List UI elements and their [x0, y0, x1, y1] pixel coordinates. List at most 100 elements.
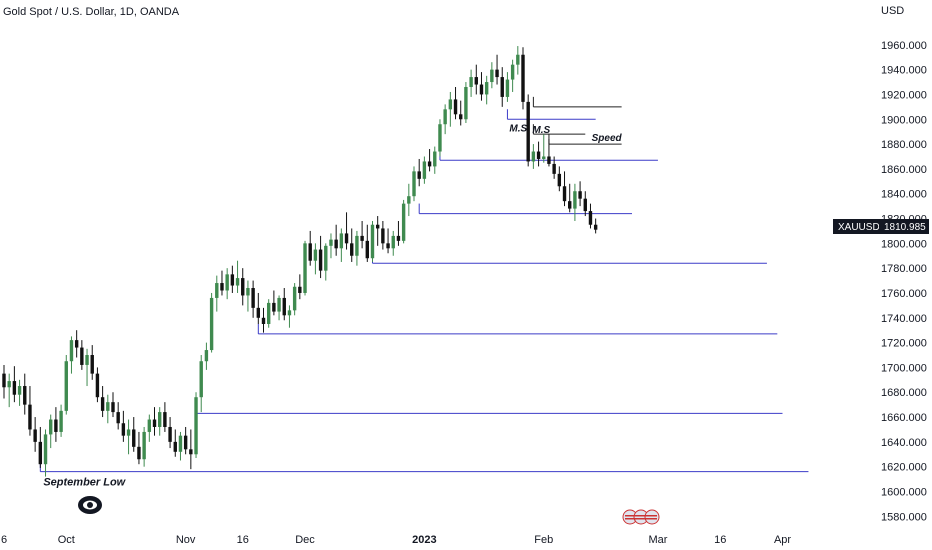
candle-body — [417, 171, 421, 179]
badge-price: 1810.985 — [884, 222, 926, 233]
candle-body — [132, 429, 136, 447]
candle-body — [168, 426, 172, 442]
candle-body — [204, 350, 209, 362]
candle-body — [230, 274, 235, 286]
axes: USD 1580.000 1600.000 1620.000 1640.000 1660… — [1, 5, 927, 546]
candle-body — [152, 419, 157, 427]
candle-body — [64, 361, 68, 411]
candle-body — [261, 317, 266, 324]
candle-body — [147, 419, 152, 432]
horizontal-levels — [39, 96, 809, 473]
y-tick-label: 1660.000 — [881, 412, 927, 424]
x-tick-label: 16 — [237, 534, 249, 546]
candle-body — [396, 235, 401, 241]
x-tick-label: 16 — [714, 534, 726, 546]
candle-body — [246, 288, 250, 296]
candle-body — [189, 449, 193, 455]
y-tick-label: 1860.000 — [881, 164, 927, 176]
y-tick-label: 1580.000 — [881, 511, 927, 523]
candle-body — [17, 386, 22, 395]
candle-body — [443, 109, 447, 125]
candle-body — [318, 249, 323, 271]
candle-body — [292, 286, 297, 311]
y-tick-label: 1640.000 — [881, 437, 927, 449]
candle-body — [375, 224, 380, 229]
candle-body — [412, 171, 416, 197]
x-tick-label: Feb — [534, 534, 553, 546]
candle-body — [80, 347, 84, 365]
level-annotation: M.S — [509, 123, 527, 134]
candle-body — [38, 441, 43, 465]
candle-body — [479, 84, 484, 95]
candle-body — [308, 243, 312, 261]
candle-body — [490, 69, 494, 83]
candle-body — [209, 297, 214, 351]
candle-body — [282, 297, 286, 316]
candle-body — [220, 283, 224, 291]
candle-body — [183, 435, 188, 450]
candle-body — [116, 412, 120, 424]
y-tick-label: 1620.000 — [881, 462, 927, 474]
badge-symbol-bg — [833, 219, 879, 234]
candle-body — [588, 211, 593, 225]
candle-body — [106, 402, 110, 411]
candle-body — [303, 243, 307, 293]
y-tick-label: 1680.000 — [881, 387, 927, 399]
candle-body — [256, 307, 261, 318]
candle-body — [370, 224, 375, 259]
candle-body — [484, 82, 489, 95]
candle-body — [163, 412, 167, 427]
candle-body — [59, 410, 63, 432]
candle-body — [365, 240, 369, 259]
candle-body — [521, 54, 525, 102]
candle-body — [422, 161, 427, 179]
candle-body — [433, 151, 437, 167]
candle-body — [552, 163, 556, 174]
candle-body — [339, 233, 344, 249]
us-flag-events-icon[interactable] — [622, 509, 660, 525]
candle-body — [448, 99, 453, 110]
candle-body — [111, 402, 115, 413]
candle-body — [100, 397, 105, 411]
candle-body — [438, 124, 442, 152]
candle-body — [158, 412, 162, 427]
candle-body — [173, 441, 177, 452]
badge-symbol: XAUUSD — [838, 222, 880, 233]
candle-body — [54, 419, 58, 432]
eye-icon[interactable] — [78, 496, 102, 514]
candle-body — [194, 397, 198, 455]
candle-body — [126, 429, 131, 436]
candle-body — [334, 239, 338, 249]
candle-body — [215, 283, 219, 298]
x-tick-label: 2023 — [412, 534, 436, 546]
candle-body — [469, 77, 473, 88]
candle-body — [562, 186, 567, 202]
candle-body — [199, 361, 203, 398]
x-tick-label: Nov — [176, 534, 196, 546]
candle-body — [573, 191, 577, 209]
candle-body — [85, 355, 89, 365]
candle-body — [74, 340, 79, 348]
chart-title: Gold Spot / U.S. Dollar, 1D, OANDA — [3, 6, 180, 18]
candle-body — [510, 64, 515, 80]
candle-body — [531, 151, 536, 162]
y-tick-label: 1600.000 — [881, 486, 927, 498]
candle-body — [49, 419, 53, 435]
candle-body — [547, 156, 551, 164]
candle-body — [28, 404, 32, 430]
candle-body — [500, 77, 504, 97]
candle-body — [33, 429, 37, 442]
candle-body — [324, 245, 328, 271]
candle-body — [557, 173, 562, 187]
candle-body — [495, 69, 499, 78]
candle-body — [360, 235, 364, 241]
y-tick-label: 1720.000 — [881, 338, 927, 350]
candle-body — [381, 228, 385, 244]
candle-body — [2, 373, 6, 388]
candle-body — [329, 239, 333, 246]
candle-body — [401, 203, 406, 241]
candle-body — [225, 274, 229, 291]
candle-body — [272, 302, 276, 312]
x-tick-label: Oct — [58, 534, 75, 546]
